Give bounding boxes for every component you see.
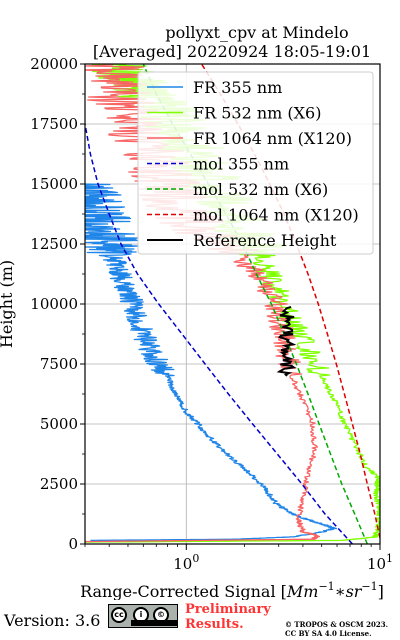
legend-box <box>137 71 374 255</box>
license-strip <box>131 620 177 626</box>
chart-title-line1: pollyxt_cpv at Mindelo <box>165 23 348 42</box>
tick-marks <box>80 63 381 550</box>
y-tick-label: 17500 <box>30 115 78 133</box>
y-tick-label: 7500 <box>40 355 78 373</box>
copyright-line1: © TROPOS & OSCM 2023. <box>285 620 389 629</box>
chart-figure: pollyxt_cpv at Mindelo [Averaged] 202209… <box>0 23 393 600</box>
legend-entry-label: mol 355 nm <box>193 155 289 174</box>
y-tick-label: 12500 <box>30 235 78 253</box>
cc-by-sa-badge-icon: cc i © <box>108 604 178 628</box>
y-axis-label: Height (m) <box>0 260 16 348</box>
x-tick-label: 100 <box>173 552 199 573</box>
y-tick-label: 5000 <box>40 415 78 433</box>
x-axis-label: Range-Corrected Signal [Mm−1∗sr−1] <box>80 580 384 600</box>
copyright-line2: CC BY SA 4.0 License. <box>285 629 372 638</box>
legend-entry-label: mol 532 nm (X6) <box>193 180 328 199</box>
legend-entry-label: mol 1064 nm (X120) <box>193 206 359 225</box>
y-tick-label: 20000 <box>30 55 78 73</box>
chart-title-line2: [Averaged] 20220924 18:05-19:01 <box>93 42 371 61</box>
x-tick-label: 101 <box>367 552 393 573</box>
preliminary-line2: Results. <box>185 617 244 632</box>
cc-circle-icon: cc <box>111 607 127 623</box>
series-reference-height <box>276 305 297 377</box>
legend-entry-label: Reference Height <box>193 231 337 250</box>
y-tick-label: 0 <box>68 535 78 553</box>
chart-legend: FR 355 nm FR 532 nm (X6) FR 1064 nm (X120)… <box>137 71 374 255</box>
tick-labels: 0 2500 5000 7500 10000 12500 15000 17500 20000 10… <box>30 55 393 573</box>
copyright-notice: © TROPOS & OSCM 2023. CC BY SA 4.0 Licen… <box>285 620 388 638</box>
series-fr-355-nm <box>85 183 338 542</box>
legend-entry-label: FR 355 nm <box>193 78 282 97</box>
y-tick-label: 10000 <box>30 295 78 313</box>
preliminary-line1: Preliminary <box>185 602 271 617</box>
version-label: Version: 3.6 <box>4 611 101 630</box>
legend-entry-label: FR 1064 nm (X120) <box>193 129 352 148</box>
legend-entry-label: FR 532 nm (X6) <box>193 104 321 123</box>
preliminary-notice: Preliminary Results. <box>185 602 271 632</box>
y-tick-label: 2500 <box>40 475 78 493</box>
y-tick-label: 15000 <box>30 175 78 193</box>
series-mol-355-nm <box>85 123 353 544</box>
